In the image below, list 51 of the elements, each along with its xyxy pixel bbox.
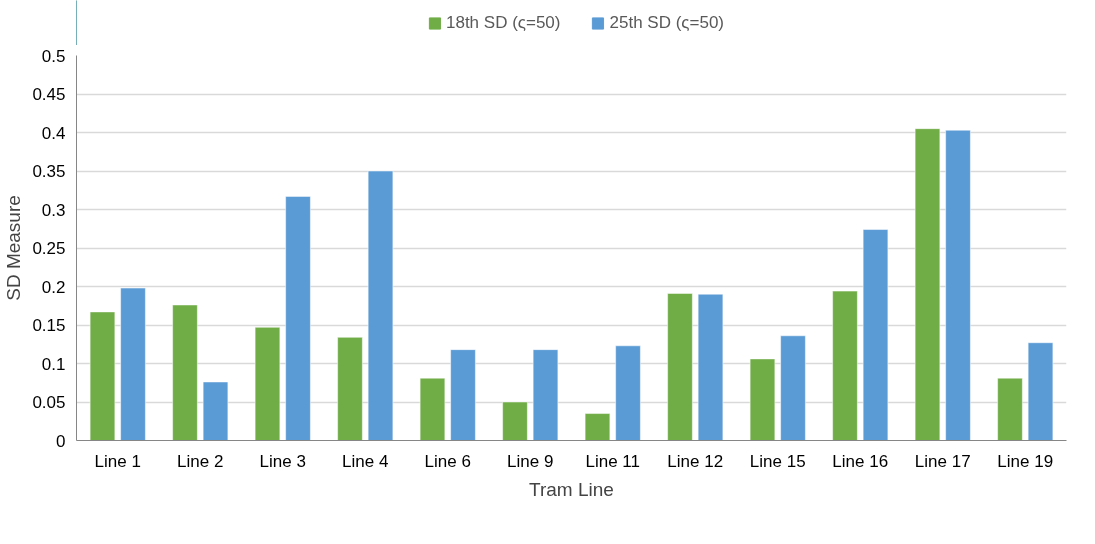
bar: [1027, 342, 1054, 441]
x-axis-title: Tram Line: [529, 478, 614, 500]
y-tick-label: 0.4: [41, 123, 66, 143]
y-axis-title: SD Measure: [3, 195, 25, 301]
bar: [502, 401, 528, 441]
x-tick-label: Line 16: [832, 451, 889, 471]
bar: [615, 345, 641, 441]
legend-label: 18th SD (ς=50): [445, 12, 561, 33]
y-tick-label: 0.15: [32, 316, 66, 335]
y-tick-label: 0.2: [41, 277, 66, 297]
y-tick-label: 0.5: [41, 46, 66, 66]
bar: [997, 377, 1023, 441]
bar: [450, 349, 476, 441]
bar: [697, 293, 724, 441]
bar: [254, 327, 281, 441]
bar: [584, 413, 611, 441]
x-tick-label: Line 9: [507, 451, 554, 471]
y-tick-label: 0.35: [32, 162, 66, 181]
bar: [419, 377, 446, 441]
bar: [172, 304, 198, 441]
x-tick-label: Line 15: [749, 451, 806, 471]
legend-label: 25th SD (ς=50): [609, 12, 725, 33]
x-tick-label: Line 6: [424, 451, 471, 471]
bar: [120, 287, 146, 441]
x-tick-label: Line 17: [914, 451, 971, 471]
bar: [89, 311, 116, 441]
x-tick-label: Line 4: [342, 451, 389, 471]
bar: [945, 129, 971, 441]
bar: [914, 128, 941, 441]
y-tick-label: 0.1: [41, 354, 66, 374]
y-tick-label: 0.05: [32, 393, 66, 412]
bar: [337, 337, 363, 441]
bar: [367, 170, 394, 441]
y-tick-label: 0.25: [32, 239, 66, 258]
x-tick-label: Line 12: [667, 451, 724, 471]
bar: [780, 335, 806, 441]
x-tick-label: Line 1: [94, 451, 141, 471]
y-tick-label: 0: [56, 431, 66, 451]
bar: [749, 358, 776, 441]
x-tick-label: Line 19: [997, 451, 1054, 471]
y-tick-label: 0.45: [32, 85, 66, 104]
bar: [832, 290, 858, 441]
bar: [667, 293, 693, 441]
bar: [862, 229, 889, 441]
bar: [202, 381, 229, 441]
bar: [532, 349, 559, 441]
y-tick-label: 0.3: [41, 200, 66, 220]
x-tick-label: Line 11: [585, 451, 641, 471]
bar: [285, 196, 311, 441]
x-tick-label: Line 2: [177, 451, 224, 471]
x-tick-label: Line 3: [259, 451, 306, 471]
